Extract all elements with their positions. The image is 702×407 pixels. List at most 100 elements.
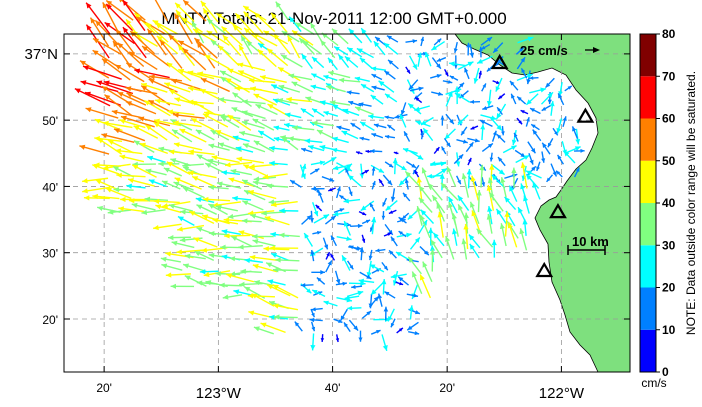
current-vector: [313, 213, 330, 224]
current-vector: [520, 109, 529, 115]
current-vector: [241, 179, 263, 190]
current-vector: [252, 233, 274, 240]
current-vector: [221, 229, 241, 236]
current-vector: [272, 303, 299, 311]
current-vector: [253, 11, 276, 33]
current-vector: [194, 250, 215, 262]
current-vector: [495, 77, 503, 92]
current-vector: [346, 290, 364, 298]
current-vector: [138, 116, 171, 127]
current-vector: [532, 129, 542, 142]
current-vector: [128, 198, 158, 204]
current-vector: [80, 80, 119, 93]
current-vector: [468, 234, 481, 249]
current-vector: [433, 38, 442, 46]
current-vector: [348, 319, 359, 332]
current-vector: [228, 177, 255, 187]
current-vector: [74, 88, 111, 107]
current-vector: [92, 49, 120, 69]
current-vector: [255, 103, 278, 116]
current-vector: [464, 67, 470, 80]
axis-ticks: 20' 123°W 40' 20' 122°W 37°N 50' 40' 30' 20': [24, 34, 630, 402]
current-vector: [490, 117, 503, 131]
current-vector: [502, 145, 517, 154]
current-vector: [381, 211, 386, 220]
current-vector: [384, 291, 396, 299]
current-vector: [310, 160, 326, 166]
current-vector: [232, 195, 252, 202]
current-vector: [429, 74, 442, 79]
current-vector: [529, 107, 541, 115]
current-vector: [240, 35, 253, 55]
current-vector: [217, 44, 240, 67]
current-vector: [266, 48, 289, 67]
current-vector: [440, 115, 445, 126]
current-vector: [263, 246, 290, 252]
current-vector: [192, 28, 216, 43]
current-vector: [225, 77, 251, 93]
current-vector: [418, 197, 433, 213]
current-vector: [202, 196, 231, 203]
current-vector: [177, 44, 196, 67]
current-vector: [403, 131, 411, 142]
current-vector: [176, 249, 205, 255]
colorbar-segment: [640, 329, 656, 372]
current-vector: [268, 199, 290, 205]
current-vector: [527, 141, 536, 154]
current-vector: [430, 239, 443, 259]
current-vector: [383, 306, 389, 321]
current-vector: [396, 327, 404, 334]
current-vector: [390, 273, 407, 279]
current-vector: [202, 113, 229, 128]
current-vector: [145, 168, 167, 176]
current-vector: [495, 208, 507, 225]
current-vector: [359, 247, 365, 261]
current-vector: [360, 200, 375, 212]
current-vector: [195, 129, 215, 141]
current-vector: [411, 271, 423, 295]
current-vector: [359, 163, 365, 179]
current-vector: [266, 284, 291, 297]
current-vector: [126, 183, 146, 189]
current-vector: [457, 114, 469, 126]
current-vector: [496, 133, 506, 143]
current-vector: [479, 164, 485, 188]
current-vector: [219, 70, 242, 83]
current-vector: [405, 161, 417, 169]
current-vector: [165, 272, 191, 278]
current-vector: [242, 200, 264, 211]
current-vector: [292, 125, 315, 131]
current-vector: [155, 204, 182, 214]
current-vector: [173, 112, 205, 119]
current-vector: [532, 181, 541, 200]
current-vector: [179, 128, 207, 143]
current-vector: [437, 211, 444, 238]
current-vector: [447, 196, 458, 214]
current-vector: [184, 253, 206, 260]
current-vector: [300, 107, 315, 118]
current-vector: [368, 295, 380, 308]
current-vector: [117, 42, 145, 68]
current-vector: [101, 58, 131, 81]
current-vector: [141, 45, 170, 67]
current-vector: [491, 130, 497, 142]
current-vector: [398, 216, 407, 224]
current-vector: [511, 167, 517, 189]
current-vector: [272, 284, 299, 299]
current-vector: [220, 244, 242, 250]
current-vector: [418, 185, 433, 203]
current-vector: [451, 213, 459, 237]
current-vector: [166, 161, 191, 175]
current-vector: [385, 200, 398, 212]
current-vector: [382, 174, 393, 186]
current-vector: [311, 186, 325, 192]
current-vector: [408, 79, 419, 91]
current-vector: [311, 202, 319, 217]
plot-area: 25 cm/s 10 km: [63, 0, 631, 373]
colorbar-segment: [640, 245, 656, 288]
current-vector: [487, 206, 493, 225]
current-vector: [516, 73, 534, 82]
current-vector: [188, 149, 215, 155]
current-vector: [182, 263, 207, 273]
